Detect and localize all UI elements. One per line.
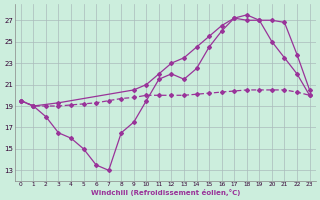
X-axis label: Windchill (Refroidissement éolien,°C): Windchill (Refroidissement éolien,°C) [91,189,240,196]
